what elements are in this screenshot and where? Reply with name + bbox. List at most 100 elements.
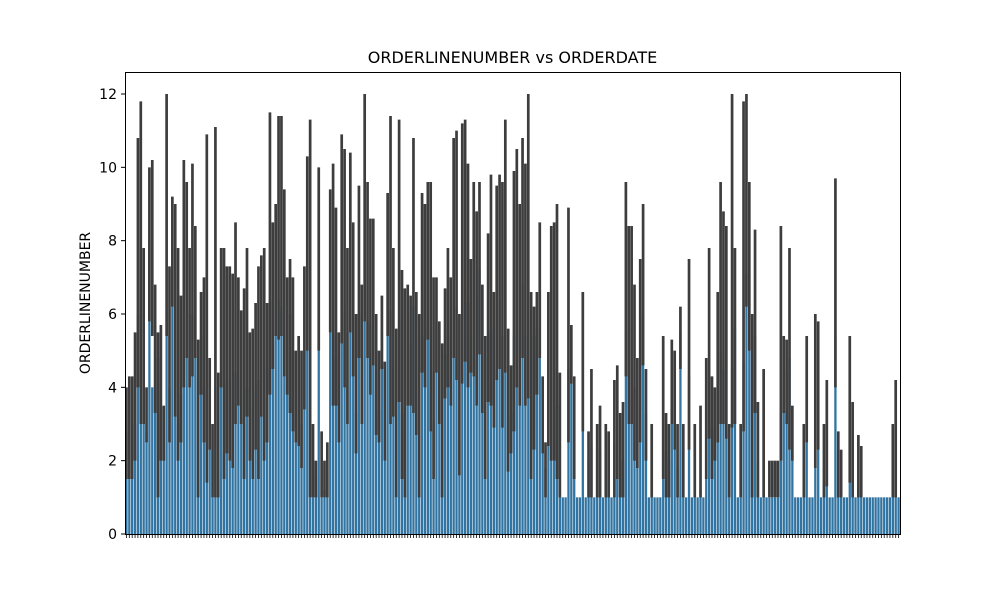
- bar: [443, 354, 447, 534]
- bar: [822, 482, 826, 534]
- bar: [561, 497, 564, 534]
- bar: [799, 497, 803, 534]
- bar: [263, 431, 266, 534]
- bar: [547, 361, 550, 534]
- bar: [604, 460, 607, 534]
- y-tick-label: 12: [99, 87, 117, 103]
- bar: [386, 284, 389, 534]
- bar: [773, 497, 777, 534]
- bar: [621, 460, 625, 534]
- bar: [880, 497, 883, 534]
- bar: [659, 497, 662, 534]
- bar: [685, 497, 688, 534]
- bar: [429, 350, 432, 534]
- bar: [271, 277, 274, 534]
- bar: [268, 299, 272, 534]
- bar: [308, 497, 312, 534]
- bar: [343, 310, 346, 534]
- bar: [145, 431, 148, 534]
- bar: [670, 372, 673, 534]
- bar: [868, 497, 872, 534]
- bar: [237, 303, 240, 534]
- bar: [805, 387, 808, 534]
- bar: [168, 387, 171, 534]
- bar: [303, 350, 306, 534]
- bar: [831, 497, 834, 534]
- bar: [538, 292, 541, 534]
- bar: [409, 343, 412, 534]
- bar: [354, 413, 358, 534]
- bar: [291, 350, 295, 534]
- bar: [349, 306, 352, 534]
- bar: [883, 497, 886, 534]
- bar: [871, 497, 874, 534]
- bar: [854, 497, 857, 534]
- bar: [329, 262, 332, 534]
- bar: [162, 453, 165, 534]
- y-tick-label: 6: [108, 307, 117, 323]
- bar: [624, 332, 628, 534]
- bar: [188, 314, 191, 534]
- bar: [587, 460, 590, 534]
- bar: [762, 460, 765, 534]
- bar: [406, 358, 409, 534]
- bar: [785, 372, 788, 534]
- bar: [808, 497, 811, 534]
- bar: [455, 306, 458, 534]
- bar: [449, 328, 452, 534]
- bar: [518, 306, 521, 534]
- bar: [254, 387, 257, 534]
- bar: [469, 336, 473, 534]
- bar: [696, 497, 699, 534]
- bar: [182, 321, 185, 534]
- bar: [392, 369, 395, 534]
- bar: [756, 460, 760, 534]
- bar: [796, 497, 800, 534]
- bar: [742, 361, 745, 534]
- bar: [234, 372, 237, 534]
- bar: [656, 497, 659, 534]
- bar: [567, 369, 570, 534]
- bar: [245, 387, 249, 534]
- bar: [136, 314, 140, 534]
- bar: [412, 306, 415, 534]
- bar: [527, 314, 530, 534]
- bar: [541, 416, 544, 534]
- bar: [687, 376, 691, 534]
- bar: [369, 325, 372, 534]
- bar: [736, 497, 739, 534]
- bar: [320, 497, 323, 534]
- bar: [535, 328, 539, 534]
- bar: [486, 336, 490, 534]
- bar: [874, 497, 877, 534]
- bar: [363, 299, 366, 534]
- bar: [317, 229, 320, 535]
- bar: [782, 369, 785, 534]
- bar: [842, 497, 846, 534]
- bar: [667, 460, 671, 534]
- bar: [573, 431, 576, 534]
- bar: [265, 369, 269, 534]
- bar: [891, 479, 894, 534]
- bar: [748, 277, 751, 534]
- bar: [185, 277, 188, 534]
- bar: [297, 402, 300, 534]
- bar: [570, 358, 573, 534]
- bar: [383, 416, 386, 534]
- bar: [644, 413, 648, 534]
- bar: [894, 468, 897, 534]
- bar: [176, 424, 180, 534]
- bar: [564, 497, 567, 534]
- y-tick-label: 2: [108, 454, 117, 470]
- bar: [610, 497, 613, 534]
- bar: [240, 369, 243, 534]
- bar: [593, 497, 596, 534]
- bar: [478, 270, 481, 534]
- bar: [504, 277, 507, 534]
- bar: [814, 431, 817, 534]
- bar: [300, 424, 303, 534]
- bar: [745, 273, 748, 534]
- bar: [225, 380, 229, 534]
- bar: [650, 460, 653, 534]
